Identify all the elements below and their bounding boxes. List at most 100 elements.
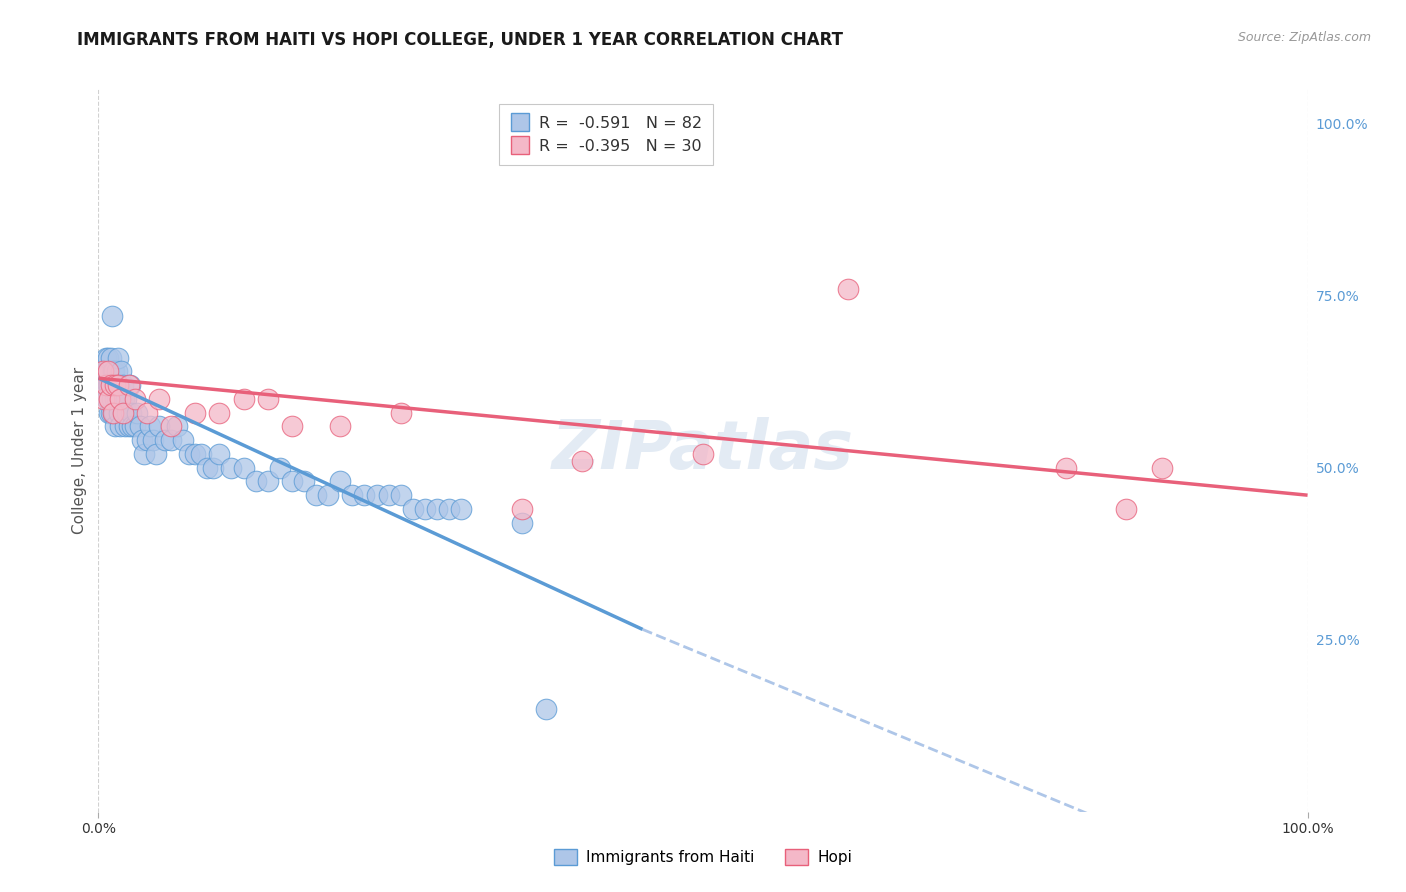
Point [377, 488, 399, 502]
Point [108, 406, 131, 420]
Point [329, 419, 352, 434]
Legend: Immigrants from Haiti, Hopi: Immigrants from Haiti, Hopi [548, 843, 858, 871]
Point [103, 364, 125, 378]
Point [124, 392, 146, 406]
Point [135, 433, 157, 447]
Point [256, 475, 278, 489]
Point [118, 378, 141, 392]
Point [353, 488, 375, 502]
Point [413, 502, 436, 516]
Point [107, 351, 129, 365]
Point [100, 310, 122, 324]
Point [98, 392, 121, 406]
Point [107, 378, 129, 392]
Point [101, 364, 124, 378]
Point [269, 460, 291, 475]
Point [245, 475, 267, 489]
Point [571, 454, 593, 468]
Point [124, 419, 146, 434]
Point [292, 475, 315, 489]
Point [510, 516, 533, 530]
Point [112, 392, 135, 406]
Point [148, 392, 170, 406]
Point [100, 378, 122, 392]
Point [135, 406, 157, 420]
Point [111, 406, 134, 420]
Point [93, 392, 115, 406]
Point [100, 378, 122, 392]
Point [139, 419, 162, 434]
Point [128, 419, 150, 434]
Point [91, 364, 114, 378]
Point [91, 364, 114, 378]
Text: Source: ZipAtlas.com: Source: ZipAtlas.com [1237, 31, 1371, 45]
Point [121, 419, 143, 434]
Point [120, 406, 142, 420]
Point [342, 488, 364, 502]
Point [426, 502, 449, 516]
Point [98, 378, 121, 392]
Y-axis label: College, Under 1 year: College, Under 1 year [72, 367, 87, 534]
Point [534, 701, 557, 715]
Point [96, 364, 118, 378]
Point [145, 447, 167, 461]
Point [208, 447, 231, 461]
Point [98, 406, 121, 420]
Point [93, 378, 115, 392]
Point [510, 502, 533, 516]
Point [100, 406, 122, 420]
Point [103, 378, 125, 392]
Point [94, 378, 117, 392]
Text: ZIPatlas: ZIPatlas [553, 417, 853, 483]
Point [108, 392, 131, 406]
Point [153, 433, 176, 447]
Legend: R =  -0.591   N = 82, R =  -0.395   N = 30: R = -0.591 N = 82, R = -0.395 N = 30 [499, 104, 713, 165]
Point [166, 419, 188, 434]
Point [104, 378, 127, 392]
Point [402, 502, 425, 516]
Point [96, 392, 118, 406]
Point [184, 406, 207, 420]
Point [108, 378, 131, 392]
Point [97, 364, 120, 378]
Point [118, 378, 141, 392]
Point [232, 392, 254, 406]
Point [281, 475, 304, 489]
Point [202, 460, 225, 475]
Point [100, 392, 122, 406]
Point [103, 406, 125, 420]
Point [256, 392, 278, 406]
Point [221, 460, 243, 475]
Point [1152, 460, 1174, 475]
Point [104, 419, 127, 434]
Point [179, 447, 201, 461]
Point [107, 378, 129, 392]
Point [190, 447, 212, 461]
Point [105, 392, 128, 406]
Point [148, 419, 170, 434]
Point [94, 351, 117, 365]
Point [692, 447, 714, 461]
Point [127, 406, 149, 420]
Point [329, 475, 352, 489]
Point [389, 488, 412, 502]
Point [281, 419, 304, 434]
Point [437, 502, 460, 516]
Point [172, 433, 194, 447]
Point [110, 364, 132, 378]
Point [1115, 502, 1137, 516]
Point [389, 406, 412, 420]
Point [837, 282, 859, 296]
Point [160, 433, 183, 447]
Point [195, 460, 218, 475]
Point [142, 433, 165, 447]
Point [97, 378, 120, 392]
Point [105, 364, 128, 378]
Point [366, 488, 388, 502]
Point [111, 378, 134, 392]
Point [108, 392, 131, 406]
Text: IMMIGRANTS FROM HAITI VS HOPI COLLEGE, UNDER 1 YEAR CORRELATION CHART: IMMIGRANTS FROM HAITI VS HOPI COLLEGE, U… [77, 31, 844, 49]
Point [117, 406, 139, 420]
Point [114, 419, 136, 434]
Point [97, 351, 120, 365]
